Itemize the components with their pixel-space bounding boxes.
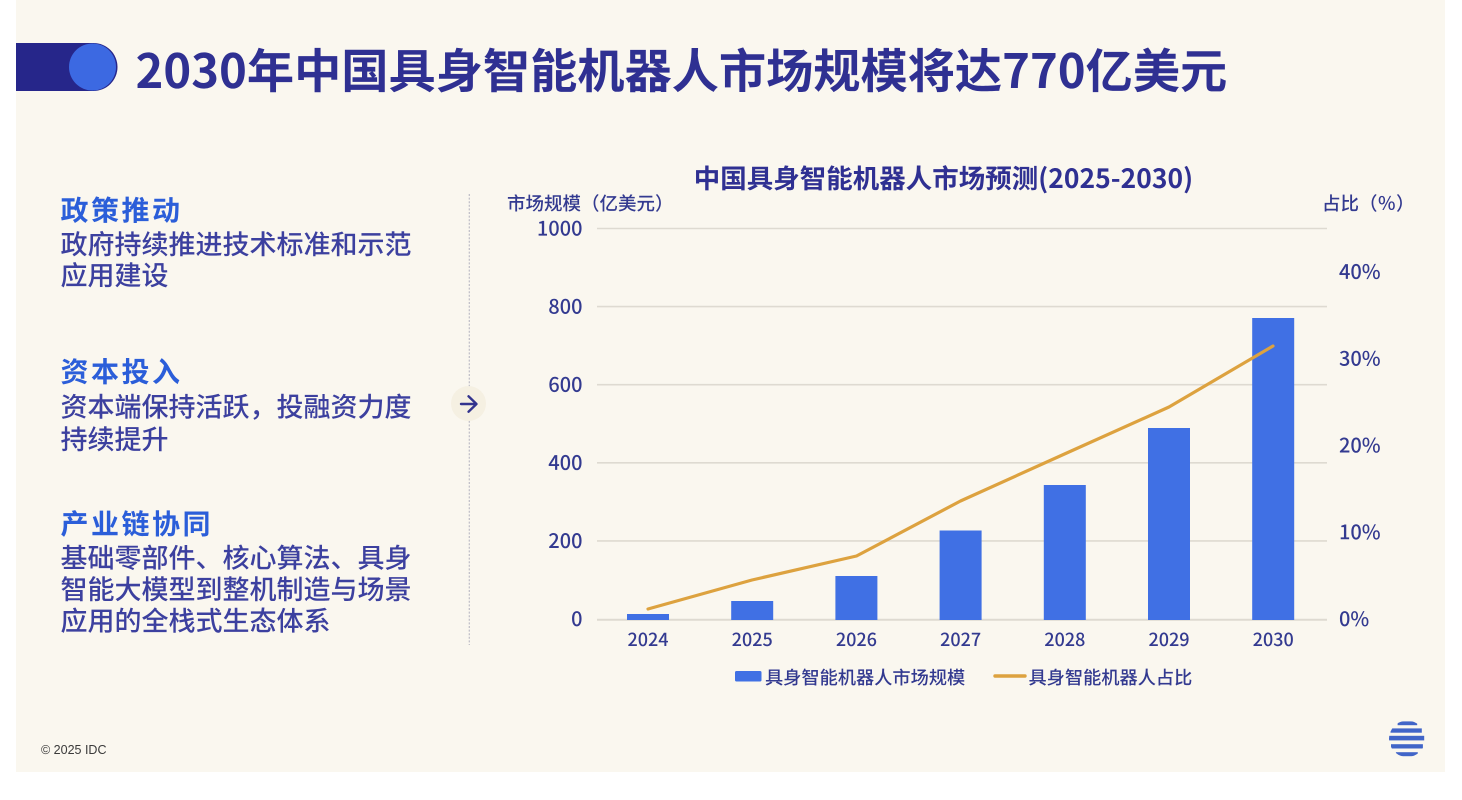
svg-text:© 2025 IDC: © 2025 IDC [41, 743, 107, 757]
